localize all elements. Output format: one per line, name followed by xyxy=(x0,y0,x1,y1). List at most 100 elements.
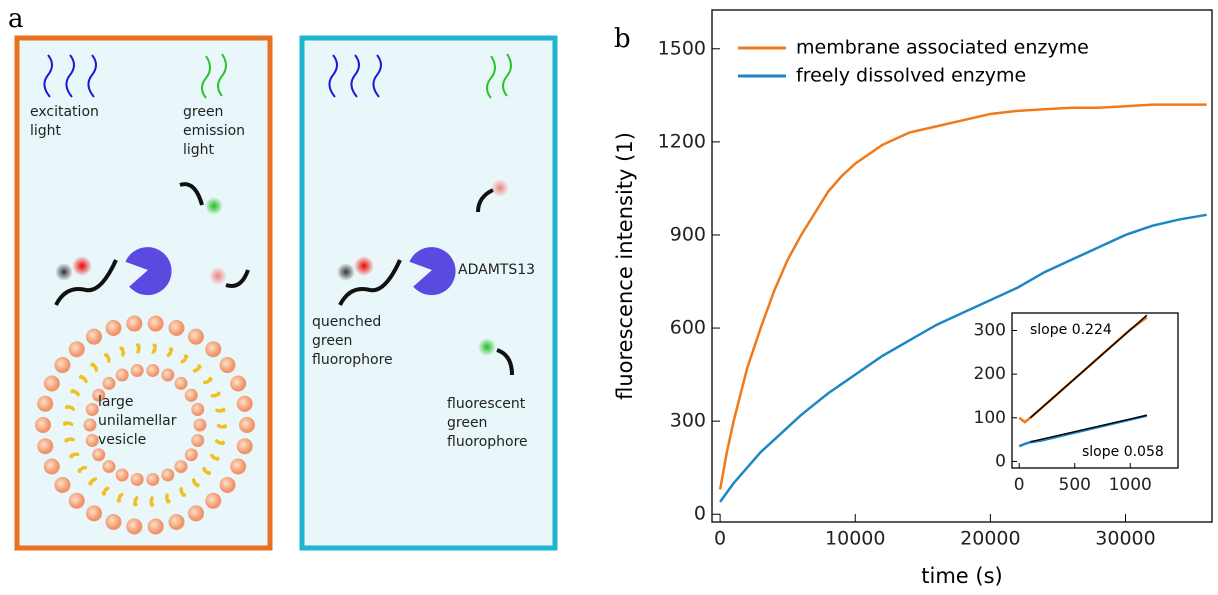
y-tick-label: 600 xyxy=(670,317,706,339)
lipid-tail xyxy=(216,423,227,429)
lipid-head xyxy=(130,472,144,486)
axes-frame xyxy=(711,9,1213,523)
lipid-head xyxy=(191,433,205,447)
lipid-head xyxy=(205,341,222,358)
label: ADAMTS13 xyxy=(458,262,535,278)
x-tick-label: 30000 xyxy=(1095,528,1155,550)
annotation: slope 0.058 xyxy=(1082,444,1164,460)
lipid-head xyxy=(184,388,198,402)
lipid-head xyxy=(37,395,54,412)
series-line xyxy=(1029,314,1148,419)
label: large xyxy=(98,394,133,410)
x-tick-label: 1000 xyxy=(1109,475,1152,495)
label: light xyxy=(30,123,62,139)
label: unilamellar xyxy=(98,413,177,429)
lipid-head xyxy=(85,403,99,417)
lipid-head xyxy=(102,376,116,390)
lipid-head xyxy=(130,364,144,378)
lipid-tail xyxy=(202,467,211,475)
lipid-tail xyxy=(102,486,109,496)
lipid-head xyxy=(105,319,122,336)
lipid-head xyxy=(219,476,236,493)
lipid-head xyxy=(54,357,71,374)
legend-label: freely dissolved enzyme xyxy=(796,65,1026,87)
lipid-tail xyxy=(133,496,139,507)
axes-frame xyxy=(1011,312,1179,469)
lipid-head xyxy=(68,341,85,358)
lipid-head xyxy=(161,368,175,382)
series-line xyxy=(719,213,1207,503)
inset-bg xyxy=(1012,313,1178,468)
y-tick-label: 1200 xyxy=(658,130,706,152)
series-line xyxy=(718,103,1207,490)
y-tick-label: 900 xyxy=(670,223,706,245)
lipid-head xyxy=(147,518,164,535)
x-tick-label: 500 xyxy=(1059,475,1091,495)
x-tick-label: 0 xyxy=(1014,475,1025,495)
series-line xyxy=(1030,414,1148,443)
lipid-tail xyxy=(179,487,187,497)
lipid-tail xyxy=(192,478,200,487)
y-tick-label: 200 xyxy=(974,364,1006,384)
x-tick-label: 0 xyxy=(714,528,726,550)
lipid-head xyxy=(115,468,129,482)
lipid-tail xyxy=(203,376,212,384)
lipid-head xyxy=(126,315,143,332)
molecules xyxy=(54,179,514,376)
legend-label: membrane associated enzyme xyxy=(796,37,1089,59)
y-tick-label: 100 xyxy=(974,408,1006,428)
lipid-tail xyxy=(64,437,75,443)
lipid-tail xyxy=(79,375,88,383)
vesicle xyxy=(35,315,255,535)
lipid-tail xyxy=(90,363,98,372)
label: vesicle xyxy=(98,432,146,448)
lipid-head xyxy=(205,492,222,509)
lipid-tail xyxy=(78,466,87,474)
y-tick-label: 300 xyxy=(974,320,1006,340)
lipid-head xyxy=(35,417,51,433)
lipid-tail xyxy=(151,343,157,354)
y-tick-label: 0 xyxy=(995,451,1006,471)
label: green xyxy=(183,104,223,120)
lipid-tail xyxy=(65,405,75,411)
lipid-tail xyxy=(181,354,188,364)
lipid-tail xyxy=(119,346,126,357)
lipid-head xyxy=(188,505,204,522)
lipid-head xyxy=(174,376,188,390)
label: light xyxy=(183,142,215,158)
lipid-tail xyxy=(117,492,123,503)
lipid-tail xyxy=(69,452,80,459)
lipid-head xyxy=(168,319,185,336)
arrows xyxy=(43,53,512,99)
y-axis-label: fluorescence intensity (1) xyxy=(613,132,637,400)
label: fluorophore xyxy=(447,434,528,450)
panel-label: b xyxy=(614,24,631,54)
lipid-head xyxy=(83,418,97,432)
lipid-head xyxy=(219,357,236,374)
lipid-head xyxy=(43,375,60,392)
lipid-head xyxy=(54,476,71,493)
lipid-head xyxy=(230,458,247,475)
label: excitation xyxy=(30,104,99,120)
lipid-head xyxy=(86,505,102,522)
y-tick-label: 0 xyxy=(694,503,706,525)
lipid-tail xyxy=(215,439,225,445)
label: fluorescent xyxy=(447,396,526,412)
lipid-head xyxy=(115,368,129,382)
lipid-head xyxy=(184,448,198,462)
label: emission xyxy=(183,123,245,139)
lipid-head xyxy=(102,460,116,474)
lipid-head xyxy=(230,375,247,392)
lipid-head xyxy=(239,417,255,433)
lipid-head xyxy=(193,418,207,432)
lipid-tail xyxy=(70,390,80,396)
lipid-head xyxy=(43,458,60,475)
lipid-head xyxy=(191,403,205,417)
lipid-head xyxy=(146,364,160,378)
lipid-tail xyxy=(63,421,74,427)
lipid-head xyxy=(146,472,160,486)
y-tick-label: 300 xyxy=(670,410,706,432)
lipid-head xyxy=(68,492,85,509)
lipid-tail xyxy=(210,391,221,398)
lipid-head xyxy=(105,514,122,531)
